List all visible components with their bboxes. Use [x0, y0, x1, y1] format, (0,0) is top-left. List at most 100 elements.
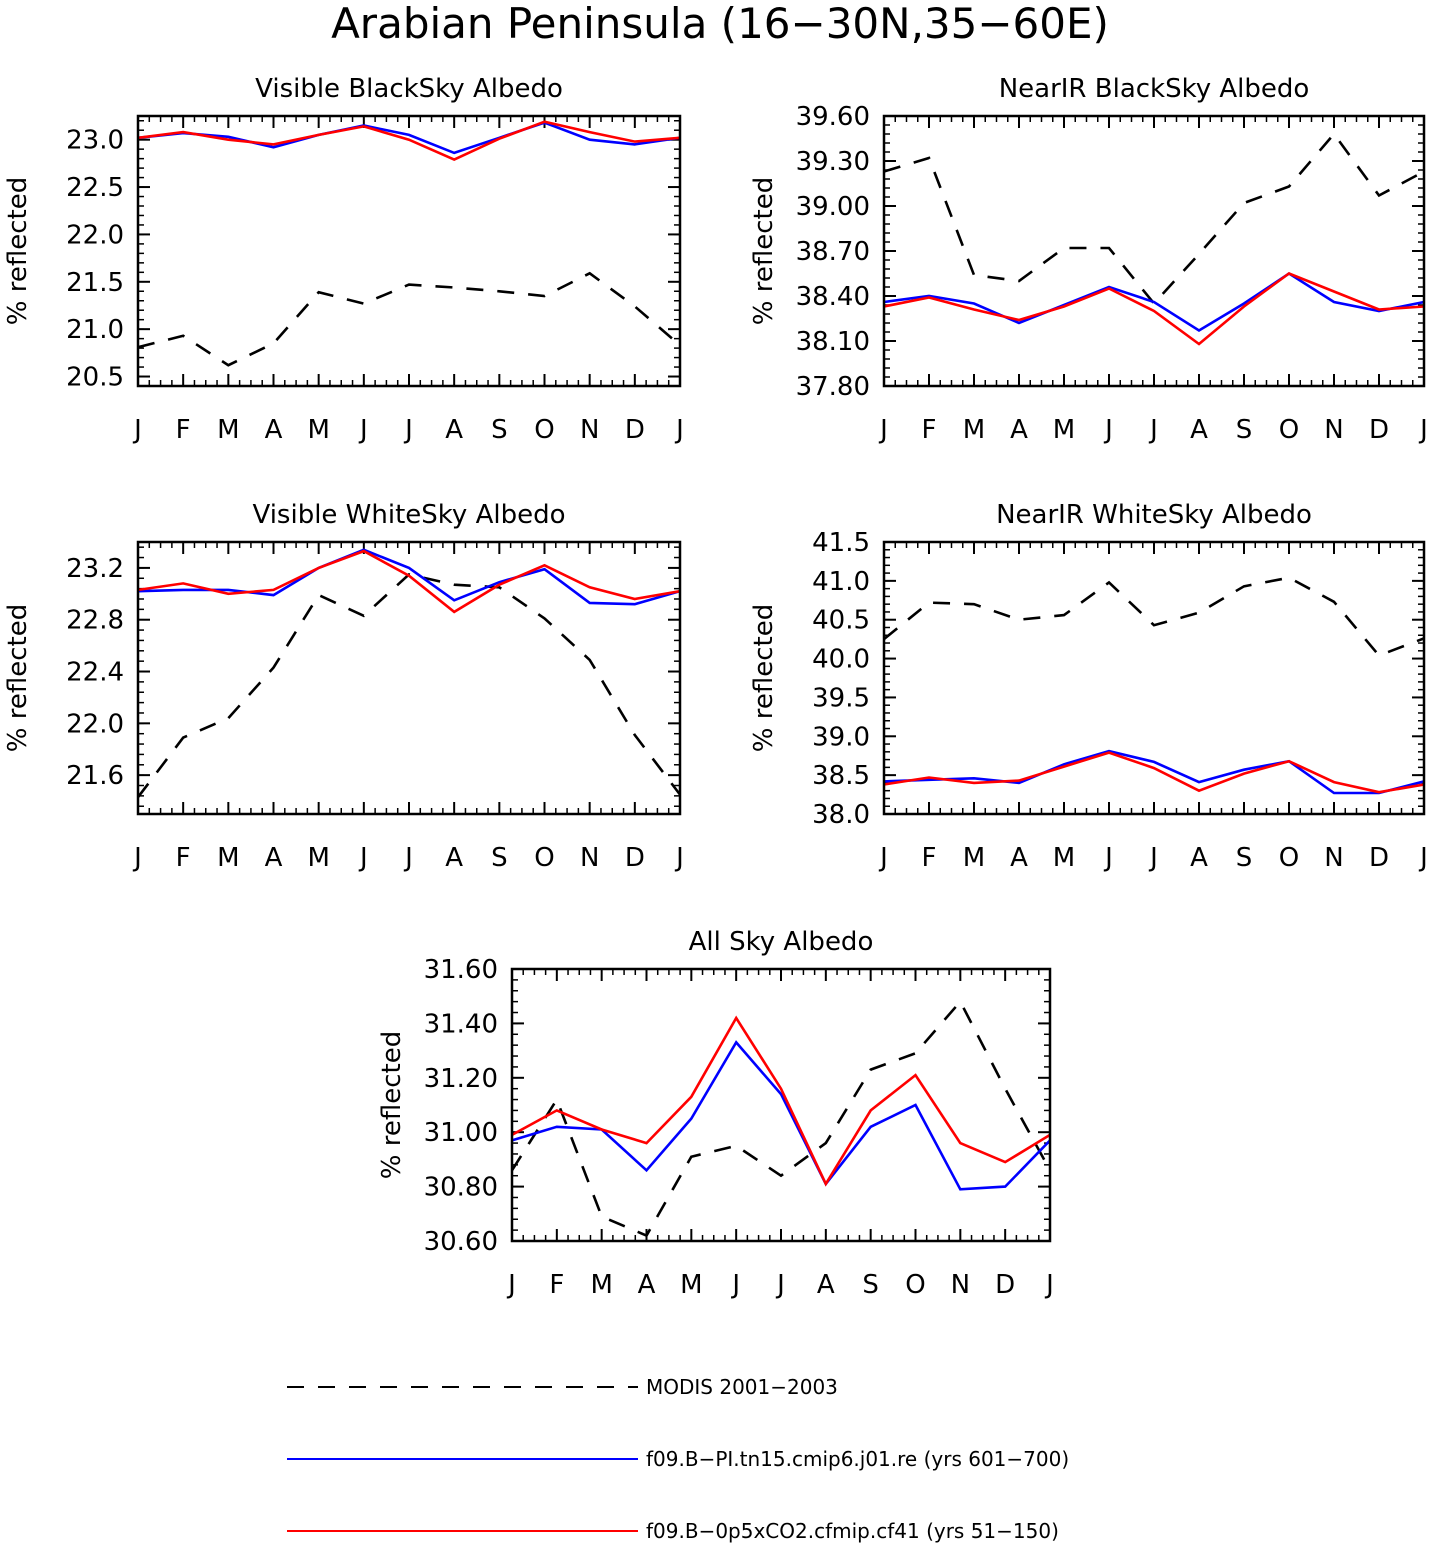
y-tick-label: 39.30: [796, 147, 870, 177]
x-tick-label: M: [1053, 843, 1075, 873]
y-tick-label: 22.8: [66, 606, 124, 636]
y-axis-label: % reflected: [749, 604, 779, 752]
x-tick-label: J: [878, 415, 888, 445]
legend: MODIS 2001−2003 f09.B−PI.tn15.cmip6.j01.…: [287, 1375, 1069, 1543]
y-tick-label: 31.60: [424, 955, 498, 985]
y-tick-label: 38.70: [796, 237, 870, 267]
x-tick-label: D: [1369, 843, 1389, 873]
x-tick-label: S: [491, 415, 508, 445]
y-tick-label: 23.0: [66, 126, 124, 156]
legend-label-co2: f09.B−0p5xCO2.cfmip.cf41 (yrs 51−150): [646, 1519, 1059, 1543]
series-line-modis: [138, 572, 680, 798]
x-tick-label: O: [534, 843, 554, 873]
x-tick-label: A: [265, 415, 283, 445]
x-tick-label: S: [491, 843, 508, 873]
panel-title: All Sky Albedo: [689, 927, 874, 957]
y-tick-label: 22.0: [66, 709, 124, 739]
x-tick-label: A: [1010, 843, 1028, 873]
y-tick-label: 39.5: [812, 683, 870, 713]
y-tick-label: 38.10: [796, 327, 870, 357]
x-tick-label: D: [995, 1270, 1015, 1300]
x-tick-label: N: [580, 415, 599, 445]
x-tick-label: J: [674, 415, 684, 445]
panel-title: NearIR BlackSky Albedo: [999, 74, 1310, 104]
x-tick-label: F: [549, 1270, 564, 1300]
y-tick-label: 38.0: [812, 800, 870, 830]
series-line-modis: [512, 999, 1050, 1238]
x-tick-label: N: [951, 1270, 970, 1300]
x-tick-label: N: [1324, 415, 1343, 445]
x-tick-label: A: [638, 1270, 656, 1300]
x-tick-label: D: [625, 415, 645, 445]
x-tick-label: J: [132, 415, 142, 445]
x-tick-label: M: [217, 843, 239, 873]
x-tick-label: J: [132, 843, 142, 873]
y-tick-label: 37.80: [796, 372, 870, 402]
y-tick-label: 30.60: [424, 1227, 498, 1257]
x-tick-label: M: [307, 415, 329, 445]
series-line-pi: [138, 548, 680, 606]
x-tick-label: N: [580, 843, 599, 873]
series-line-modis: [138, 271, 680, 367]
y-tick-label: 31.00: [424, 1118, 498, 1148]
x-tick-label: M: [307, 843, 329, 873]
y-tick-label: 22.5: [66, 173, 124, 203]
x-tick-label: A: [1010, 415, 1028, 445]
panel-title: Visible WhiteSky Albedo: [252, 500, 565, 530]
y-tick-label: 31.40: [424, 1009, 498, 1039]
x-tick-label: A: [1190, 415, 1208, 445]
x-tick-label: J: [1103, 843, 1113, 873]
series-line-co2: [512, 1015, 1050, 1187]
x-tick-label: N: [1324, 843, 1343, 873]
y-tick-label: 41.0: [812, 567, 870, 597]
panel-title: Visible BlackSky Albedo: [255, 74, 563, 104]
x-tick-label: J: [403, 415, 413, 445]
x-tick-label: O: [1279, 415, 1299, 445]
x-tick-label: J: [358, 415, 368, 445]
y-tick-label: 39.60: [796, 102, 870, 132]
x-tick-label: S: [862, 1270, 879, 1300]
x-tick-label: D: [625, 843, 645, 873]
x-tick-label: A: [445, 415, 463, 445]
figure-title: Arabian Peninsula (16−30N,35−60E): [331, 0, 1109, 48]
x-tick-label: S: [1236, 843, 1253, 873]
series-line-modis: [884, 576, 1424, 658]
x-tick-label: J: [1418, 843, 1428, 873]
x-tick-label: J: [358, 843, 368, 873]
x-tick-label: F: [922, 415, 937, 445]
x-tick-label: J: [403, 843, 413, 873]
series-line-pi: [512, 1040, 1050, 1191]
x-tick-label: A: [265, 843, 283, 873]
series-line-pi: [138, 121, 680, 155]
x-tick-label: J: [878, 843, 888, 873]
x-tick-label: J: [1418, 415, 1428, 445]
y-tick-label: 20.5: [66, 363, 124, 393]
y-tick-label: 38.5: [812, 761, 870, 791]
y-axis-label: % reflected: [3, 177, 33, 325]
x-tick-label: S: [1236, 415, 1253, 445]
series-line-co2: [884, 751, 1424, 794]
series-line-pi: [884, 271, 1424, 333]
series-line-pi: [884, 749, 1424, 795]
y-tick-label: 38.40: [796, 282, 870, 312]
x-tick-label: M: [590, 1270, 612, 1300]
x-tick-label: M: [217, 415, 239, 445]
y-tick-label: 22.4: [66, 658, 124, 688]
series-line-modis: [884, 131, 1424, 306]
x-tick-label: J: [674, 843, 684, 873]
legend-label-modis: MODIS 2001−2003: [646, 1375, 838, 1399]
y-axis-label: % reflected: [749, 177, 779, 325]
x-tick-label: A: [817, 1270, 835, 1300]
y-tick-label: 41.5: [812, 528, 870, 558]
panel-title: NearIR WhiteSky Albedo: [996, 500, 1312, 530]
y-tick-label: 39.0: [812, 722, 870, 752]
plot-frame: [882, 114, 1426, 388]
x-tick-label: A: [1190, 843, 1208, 873]
